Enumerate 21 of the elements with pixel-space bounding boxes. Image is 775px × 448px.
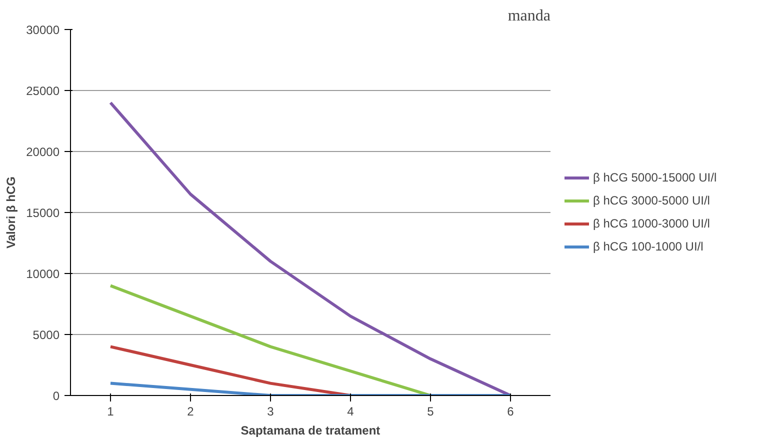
y-tick-label: 5000 — [32, 328, 60, 342]
y-tick-label: 15000 — [26, 206, 60, 220]
legend-label: β hCG 1000-3000 UI/l — [593, 216, 710, 230]
y-axis-title: Valori β hCG — [4, 176, 18, 249]
y-tick-label: 30000 — [26, 23, 60, 37]
y-tick-label: 0 — [52, 389, 60, 403]
x-axis-title: Saptamana de tratament — [240, 424, 380, 438]
x-tick-label: 5 — [427, 404, 434, 418]
legend-label: β hCG 100-1000 UI/l — [593, 240, 704, 254]
x-tick-label: 1 — [107, 404, 114, 418]
x-tick-label: 6 — [507, 404, 514, 418]
text: manda — [508, 8, 551, 24]
y-tick-label: 20000 — [26, 145, 60, 159]
x-tick-label: 3 — [267, 404, 274, 418]
x-tick-label: 2 — [187, 404, 194, 418]
y-tick-label: 25000 — [26, 84, 60, 98]
x-tick-label: 4 — [347, 404, 354, 418]
legend-label: β hCG 5000-15000 UI/l — [593, 170, 717, 184]
line-series — [109, 101, 512, 396]
y-tick-label: 10000 — [26, 267, 60, 281]
legend-label: β hCG 3000-5000 UI/l — [593, 194, 710, 208]
